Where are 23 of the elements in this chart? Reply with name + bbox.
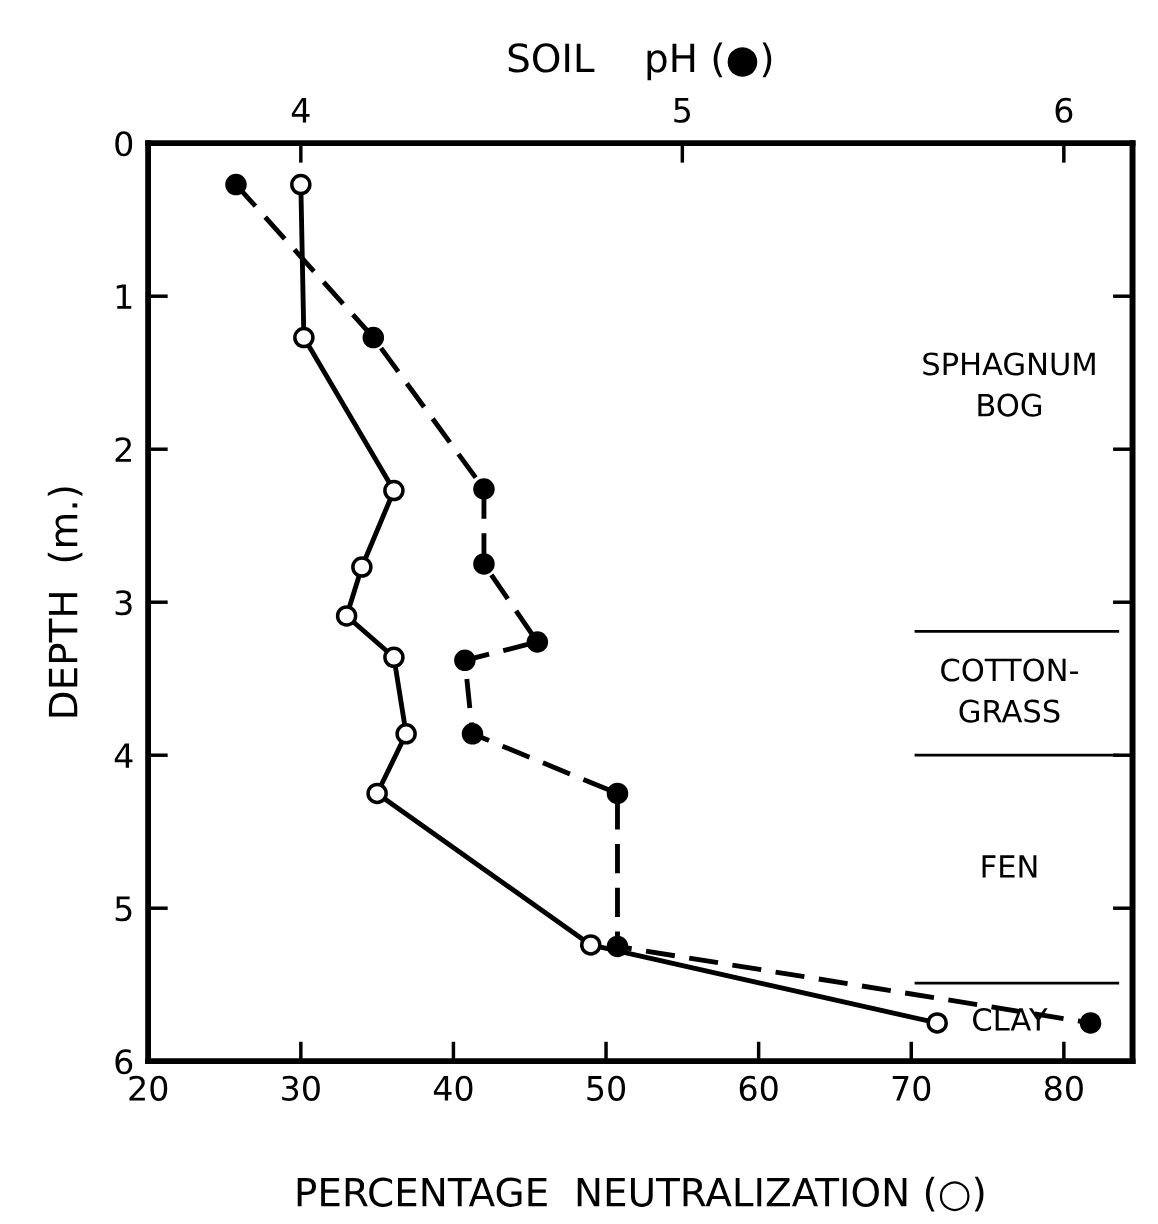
x2-tick-label: 5 xyxy=(674,98,691,123)
x-tick-label: 60 xyxy=(739,1075,778,1101)
y-tick-label: 5 xyxy=(115,896,132,922)
x-tick-label: 50 xyxy=(587,1075,626,1101)
y-tick-label: 4 xyxy=(114,743,133,768)
x2-axis-title: SOIL pH (●) xyxy=(508,42,772,81)
x-tick-label: 40 xyxy=(433,1075,473,1101)
x2-tick-label: 6 xyxy=(1055,97,1073,123)
y-tick-label: 1 xyxy=(116,284,132,309)
y-axis-title: DEPTH (m.) xyxy=(47,487,83,717)
annotation: FEN xyxy=(982,855,1037,878)
x-tick-label: 20 xyxy=(129,1075,168,1101)
x-axis-title: PERCENTAGE NEUTRALIZATION (○) xyxy=(297,1176,984,1212)
y-tick-label: 3 xyxy=(115,590,132,616)
y-tick-label: 0 xyxy=(115,131,133,157)
annotation: COTTON- GRASS xyxy=(941,658,1079,723)
x-tick-label: 70 xyxy=(892,1075,931,1101)
y-tick-label: 2 xyxy=(115,437,131,462)
annotation: SPHAGNUM BOG xyxy=(923,352,1095,417)
x2-tick-label: 4 xyxy=(291,98,310,123)
y-tick-label: 6 xyxy=(115,1049,133,1075)
x-tick-label: 30 xyxy=(282,1075,320,1101)
x-tick-label: 80 xyxy=(1044,1075,1083,1101)
